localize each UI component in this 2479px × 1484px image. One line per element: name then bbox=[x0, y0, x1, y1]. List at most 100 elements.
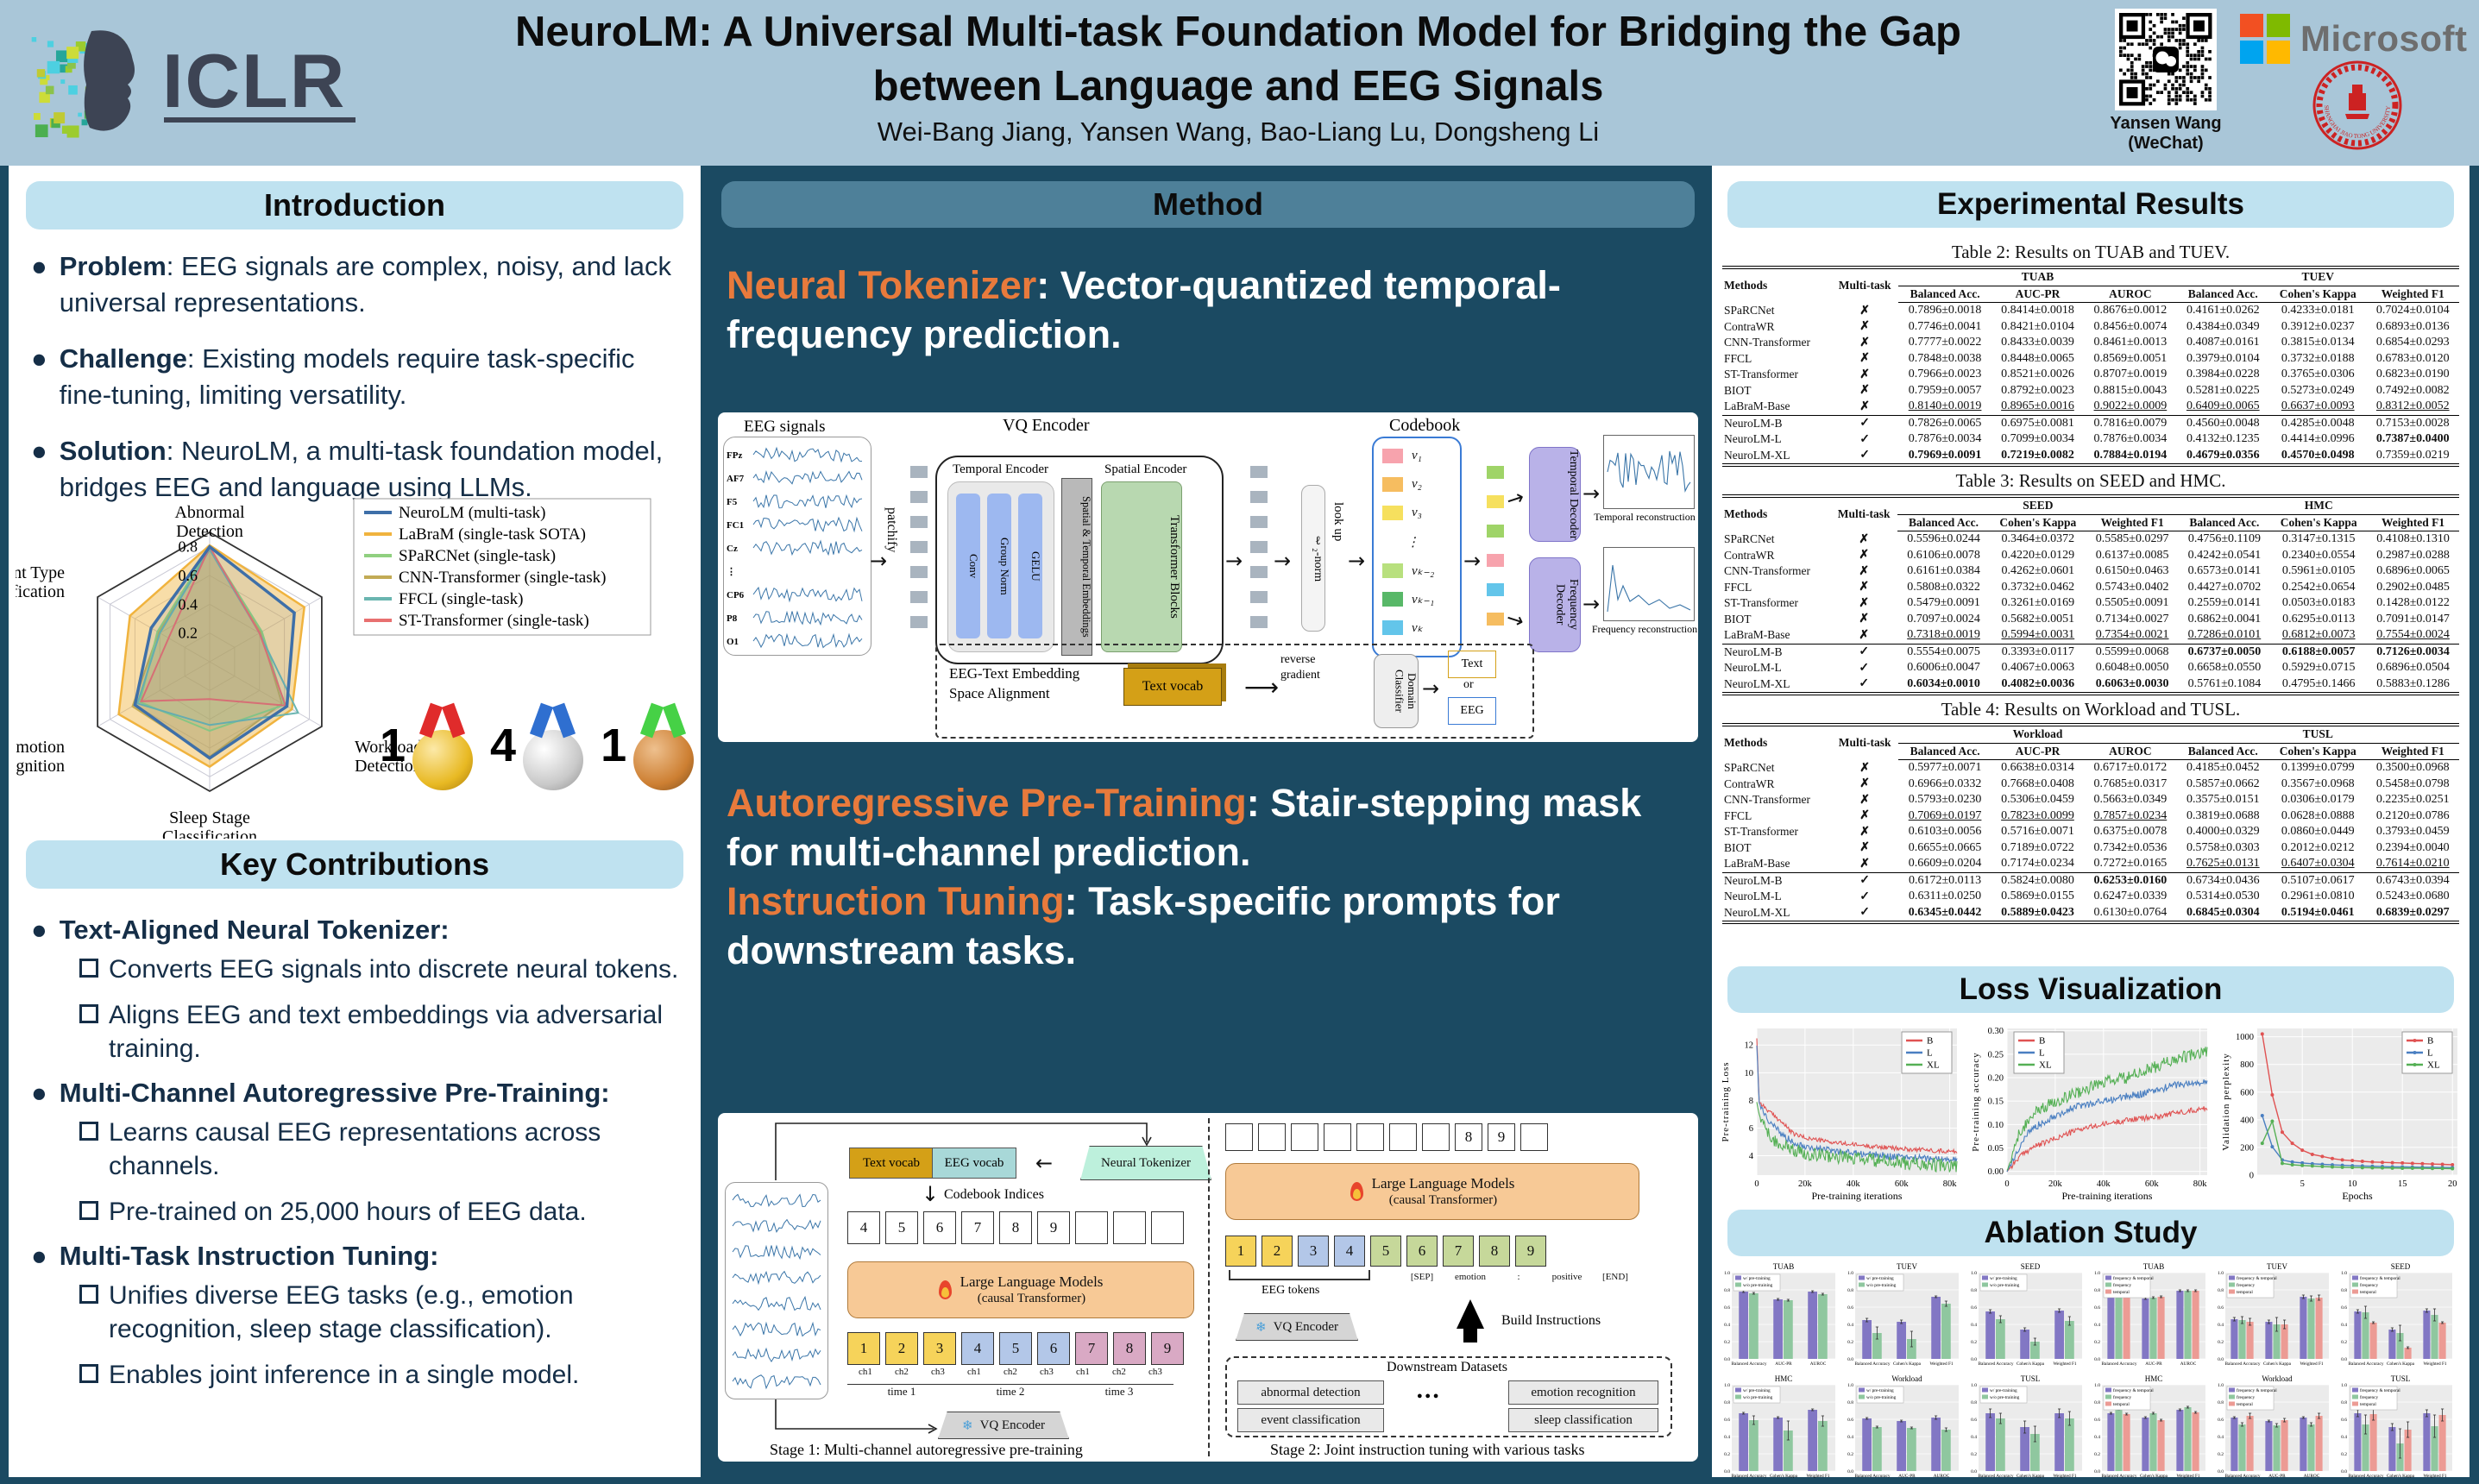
svg-text:1.0: 1.0 bbox=[2341, 1271, 2347, 1276]
svg-text:1.0: 1.0 bbox=[1847, 1383, 1853, 1388]
svg-text:0.8: 0.8 bbox=[2094, 1400, 2100, 1405]
svg-text:0.0: 0.0 bbox=[1724, 1469, 1730, 1475]
category-label: Weighted F1 bbox=[2053, 1361, 2076, 1367]
svg-text:1.0: 1.0 bbox=[1971, 1271, 1977, 1276]
svg-text:0.4: 0.4 bbox=[1724, 1435, 1730, 1440]
bar bbox=[2438, 1415, 2446, 1471]
channel-label: FC1 bbox=[727, 520, 744, 531]
instruction-labels: [SEP] emotion: positive [END] bbox=[1398, 1272, 1639, 1282]
bar bbox=[2281, 1324, 2288, 1359]
svg-text:0.0: 0.0 bbox=[1847, 1357, 1853, 1362]
svg-text:0.0: 0.0 bbox=[1971, 1469, 1977, 1475]
fig1-frequency-plot bbox=[1603, 547, 1695, 621]
eeg-token: 3 bbox=[923, 1332, 956, 1365]
fig1-patchify-label: patchify bbox=[884, 507, 899, 553]
left-column: Introduction ● Problem: EEG signals are c… bbox=[9, 166, 701, 1477]
bar bbox=[1862, 1320, 1872, 1359]
fig2-vq-encoder-stage1: ❄ VQ Encoder bbox=[938, 1412, 1069, 1439]
ablation-chart-HMC: 0.0 0.2 0.4 0.6 0.8 1.0 HMC Balanced Accuracy Co… bbox=[1724, 1374, 1835, 1479]
university-seal: SHANGHAI JIAO TONG UNIVERSITY bbox=[2312, 60, 2402, 150]
poster-title-line1: NeuroLM: A Universal Multi-task Foundati… bbox=[515, 9, 1961, 55]
eeg-token: 1 bbox=[1225, 1236, 1256, 1267]
ablation-chart-TUEV: 0.0 0.2 0.4 0.6 0.8 1.0 TUEV Balanced Accuracy C… bbox=[2218, 1262, 2329, 1367]
svg-text:frequency & temporal: frequency & temporal bbox=[2237, 1275, 2277, 1281]
svg-text:0.6: 0.6 bbox=[1847, 1418, 1853, 1423]
svg-text:1.0: 1.0 bbox=[2341, 1383, 2347, 1388]
contribution-sub-item: Converts EEG signals into discrete neura… bbox=[79, 953, 687, 986]
radar-axis-label: Abnormal Detection bbox=[174, 503, 245, 541]
radar-chart: 0.20.40.60.8AbnormalDetectionSlowing Eve… bbox=[16, 498, 651, 839]
bar bbox=[1749, 1420, 1759, 1471]
radar-series bbox=[139, 546, 286, 733]
ch-label: ch3 bbox=[931, 1367, 945, 1377]
bar bbox=[2030, 1434, 2040, 1471]
figure-training-stages: Text vocab EEG vocab ← Neural Tokenizer … bbox=[718, 1113, 1698, 1462]
svg-text:0.0: 0.0 bbox=[1724, 1357, 1730, 1362]
table-row: ST-Transformer ✗ 0.7966±0.0023 0.8521±0.002… bbox=[1724, 368, 2450, 381]
bar bbox=[1996, 1319, 2005, 1359]
table-row: SPaRCNet ✗ 0.5596±0.0244 0.3464±0.0372 0.558… bbox=[1724, 532, 2450, 546]
bar bbox=[2281, 1420, 2288, 1471]
svg-text:0.05: 0.05 bbox=[1988, 1144, 2004, 1154]
codebook-entry: vₖ₋₂ bbox=[1382, 563, 1434, 579]
bar bbox=[2184, 1407, 2192, 1471]
fig1-vq-encoder-label: VQ Encoder bbox=[1003, 416, 1090, 435]
bar bbox=[2388, 1330, 2396, 1359]
arrow-right-icon: → bbox=[1422, 676, 1440, 701]
svg-text:0: 0 bbox=[1754, 1179, 1759, 1189]
table-row: ST-Transformer ✗ 0.5479±0.0091 0.3261±0.016… bbox=[1724, 596, 2450, 610]
bar bbox=[2369, 1414, 2377, 1471]
svg-text:0.8: 0.8 bbox=[1847, 1400, 1853, 1405]
bar bbox=[2054, 1311, 2064, 1359]
svg-text:0.8: 0.8 bbox=[1847, 1288, 1853, 1293]
svg-text:0.00: 0.00 bbox=[1988, 1167, 2004, 1177]
contribution-sub-item: Unifies diverse EEG tasks (e.g., emotion… bbox=[79, 1279, 687, 1346]
chart-title: TUSL bbox=[2021, 1374, 2041, 1383]
bar bbox=[2020, 1330, 2029, 1359]
category-label: Weighted F1 bbox=[1806, 1474, 1829, 1479]
fig1-frequency-recon-caption: Frequency reconstruction bbox=[1591, 623, 1698, 635]
heading-instruction-orange: Instruction Tuning bbox=[727, 879, 1065, 924]
method-heading-pretraining: Autoregressive Pre-Training: Stair-stepp… bbox=[727, 778, 1700, 976]
instruction-token-label: positive bbox=[1551, 1272, 1582, 1282]
svg-text:XL: XL bbox=[2427, 1060, 2440, 1071]
dataset-abnormal: abnormal detection bbox=[1237, 1380, 1384, 1405]
radar-legend-label: ST-Transformer (single-task) bbox=[399, 612, 589, 630]
build-arrow-stem bbox=[1463, 1329, 1477, 1343]
bar bbox=[2065, 1321, 2074, 1359]
svg-text:0.8: 0.8 bbox=[2341, 1288, 2347, 1293]
ablation-chart-SEED: 0.0 0.2 0.4 0.6 0.8 1.0 SEED Balanced Accuracy C… bbox=[1971, 1262, 2082, 1367]
index-token: 4 bbox=[847, 1211, 880, 1244]
svg-text:w/o pre-training: w/o pre-training bbox=[1866, 1395, 1897, 1400]
eeg-token: 8 bbox=[1479, 1236, 1510, 1267]
channel-label: ⋮ bbox=[727, 567, 736, 577]
eeg-wave bbox=[732, 1244, 821, 1261]
silver-medal-icon bbox=[523, 702, 584, 790]
build-arrow-icon bbox=[1457, 1299, 1484, 1329]
figure-neural-tokenizer: EEG signals FPz AF7 F5 FC1 Cz ⋮ CP6 P8 O1 patchi… bbox=[718, 412, 1698, 742]
ch-label: ch2 bbox=[895, 1367, 909, 1377]
eeg-wave bbox=[752, 446, 863, 463]
fig1-vq-encoder-box bbox=[935, 456, 1224, 664]
bar bbox=[1941, 1430, 1951, 1471]
category-label: Cohen's Kappa bbox=[2387, 1474, 2415, 1479]
svg-text:0.0: 0.0 bbox=[2341, 1357, 2347, 1362]
svg-text:10: 10 bbox=[2348, 1179, 2357, 1189]
ch-label: ch1 bbox=[1076, 1367, 1090, 1377]
index-token: 8 bbox=[999, 1211, 1032, 1244]
arrow-right-icon: → bbox=[1582, 592, 1601, 616]
eeg-wave bbox=[752, 469, 863, 485]
bronze-medal-icon bbox=[633, 702, 695, 790]
svg-text:0.6: 0.6 bbox=[1971, 1418, 1977, 1423]
bar bbox=[2142, 1298, 2149, 1359]
table-caption: Table 3: Results on SEED and HMC. bbox=[1955, 470, 2226, 491]
arrow-right-icon: → bbox=[1463, 549, 1482, 573]
table-row: NeuroLM-XL ✓ 0.7969±0.0091 0.7219±0.0082 0.7… bbox=[1724, 448, 2450, 462]
bar bbox=[1784, 1300, 1793, 1359]
medal-count: 4 bbox=[490, 720, 517, 771]
fig2-neural-tokenizer: Neural Tokenizer bbox=[1080, 1146, 1211, 1180]
intro-bullet: ● Problem: EEG signals are complex, noisy… bbox=[31, 251, 672, 318]
line-chart-pretrain-acc: 0.00 0.05 0.10 0.15 0.20 0.25 0.30 0 20k 40k 60k 80… bbox=[1971, 1027, 2208, 1202]
